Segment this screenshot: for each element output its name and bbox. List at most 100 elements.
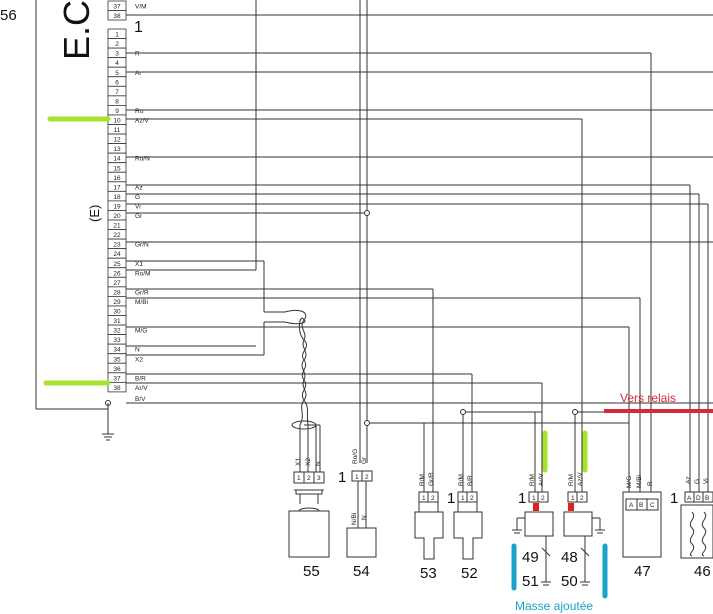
component-54-id: 54 — [353, 563, 370, 580]
pin-wire-label: Vi — [135, 203, 141, 210]
pin-number: 27 — [113, 280, 121, 287]
pin-number: 16 — [113, 175, 121, 182]
component-48-id: 48 — [561, 549, 578, 566]
pin-1: 1 — [571, 495, 575, 502]
vers-relais-label: Vers relais — [620, 391, 676, 405]
wire-label-grr: Gr/R — [428, 472, 435, 486]
pin-number: 36 — [113, 366, 121, 373]
component-53: R/M Gr/R 1 2 53 — [414, 472, 444, 582]
component-46-id: 46 — [694, 563, 711, 580]
pin-number: 12 — [113, 137, 121, 144]
wire-label-bv: B/V — [135, 396, 146, 403]
pin-2: 2 — [307, 475, 311, 482]
wire-label-r: R — [647, 481, 654, 486]
pin-wire-label: Gr/N — [135, 242, 149, 249]
pin-cell — [107, 381, 127, 393]
pin-number: 21 — [113, 223, 121, 230]
wire-label-gr: Gr — [361, 456, 368, 464]
pin-number: 37 — [113, 4, 121, 11]
wire-label-azv: Az/V — [577, 472, 584, 486]
wire-label-rm: R/M — [568, 474, 575, 486]
pin-number: 17 — [113, 184, 121, 191]
wire-bundle — [105, 0, 713, 492]
component-47: M/G M/Bi R A B C 47 — [622, 475, 662, 580]
ecu-title: E.C — [56, 0, 97, 60]
component-50-id: 50 — [561, 573, 578, 590]
pin-number: 3 — [115, 51, 119, 58]
pin-c: C — [650, 502, 655, 509]
pin-a: A — [629, 502, 634, 509]
pin-number: 31 — [113, 318, 121, 325]
pin-number: 32 — [113, 328, 121, 335]
pin-number: 20 — [113, 213, 121, 220]
masse-ajoutee-label: Masse ajoutée — [515, 599, 593, 613]
wire-label-rm: R/M — [458, 474, 465, 486]
connector-one-46: 1 — [670, 490, 678, 507]
pin-number: 2 — [115, 41, 119, 48]
pin-wire-label: Az — [135, 184, 143, 191]
wire-label-g: G — [694, 479, 701, 484]
pin-wire-label: R — [135, 51, 140, 58]
wire-label-rm: R/M — [529, 474, 536, 486]
pin-wire-label: M/Bi — [135, 299, 148, 306]
pin-wire-label: Ro/N — [135, 156, 150, 163]
pin-2: 2 — [580, 495, 584, 502]
pin-1: 1 — [355, 474, 359, 481]
pin-wire-label: V/M — [135, 4, 147, 11]
ecu-ground-symbol — [102, 403, 114, 441]
component-46: 1 Az G Vi A D B 46 — [670, 476, 713, 580]
pin-wire-label: Gr — [135, 213, 143, 220]
pin-wire-label: Gr/R — [135, 289, 149, 296]
pin-number: 25 — [113, 261, 121, 268]
pin-number: 10 — [113, 118, 121, 125]
pin-3: 3 — [317, 475, 321, 482]
wire-label-mg: M/G — [626, 476, 633, 488]
wire-label-rm: R/M — [419, 474, 426, 486]
pin-number: 14 — [113, 156, 121, 163]
pin-wire-label: Ar/V — [135, 385, 148, 392]
pin-number: 6 — [115, 79, 119, 86]
wire-label-vi: Vi — [703, 478, 710, 484]
pin-1: 1 — [461, 495, 465, 502]
pin-2: 2 — [541, 495, 545, 502]
pin-number: 37 — [113, 375, 121, 382]
component-52-id: 52 — [461, 565, 478, 582]
pin-number: 38 — [113, 385, 121, 392]
component-47-id: 47 — [634, 563, 651, 580]
pin-wire-label: N — [135, 347, 140, 354]
pin-wire-label: Ro — [135, 108, 144, 115]
pin-2: 2 — [365, 474, 369, 481]
component-55: X1 X2 N 1 2 3 55 — [288, 458, 330, 580]
connector-one-49: 1 — [518, 490, 526, 507]
wire-label-n: N — [315, 461, 322, 466]
pin-b: B — [705, 495, 709, 502]
component-51-id: 51 — [522, 573, 539, 590]
pin-number: 18 — [113, 194, 121, 201]
pin-number: 22 — [113, 232, 121, 239]
pin-wire-label: Az/V — [135, 118, 149, 125]
pin-wire-label: Ar — [135, 70, 142, 77]
ecu-connector-one: 1 — [134, 19, 143, 36]
component-48: R/M Az/V 1 2 48 50 — [561, 472, 605, 590]
pin-number: 33 — [113, 337, 121, 344]
pin-number: 24 — [113, 251, 121, 258]
pin-number: 34 — [113, 347, 121, 354]
pin-number: 13 — [113, 146, 121, 153]
pin-wire-label: X2 — [135, 356, 143, 363]
red-marker — [568, 503, 574, 511]
pin-wire-label: B/R — [135, 375, 146, 382]
pin-1: 1 — [422, 495, 426, 502]
wire-label-mbi: M/Bi — [636, 475, 643, 488]
component-52: 1 R/M B/R 1 2 52 — [447, 474, 483, 582]
wire-label-n: N — [361, 515, 368, 520]
ecu-connector-mark: (E) — [87, 205, 102, 222]
red-marker — [533, 503, 539, 511]
pin-2: 2 — [470, 495, 474, 502]
ecu-side-number: 56 — [0, 7, 17, 24]
wire-label-rog: Ro/G — [352, 449, 359, 464]
component-53-id: 53 — [420, 565, 437, 582]
wire-label-az: Az — [685, 476, 692, 484]
pin-1: 1 — [297, 475, 301, 482]
wire-label-nbi: N/Bi — [351, 513, 358, 525]
